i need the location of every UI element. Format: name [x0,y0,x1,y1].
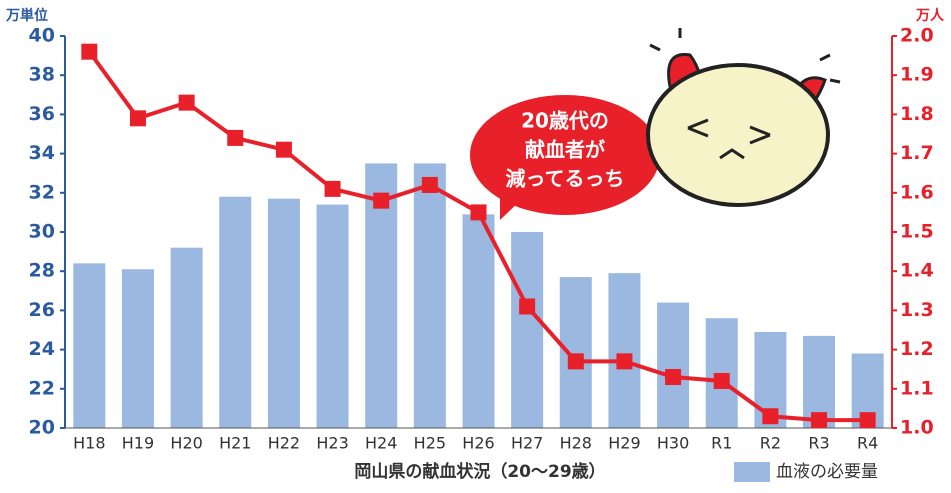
line-marker [325,181,341,197]
bar [219,197,251,428]
y-tick-label: 20 [29,417,55,439]
x-tick-label: R2 [760,434,781,453]
x-tick-label: H19 [122,434,154,453]
line-marker [81,44,97,60]
y-tick-label: 38 [29,64,55,86]
x-tick-label: H30 [657,434,689,453]
y-tick-label: 24 [29,338,55,360]
line-marker [276,142,292,158]
bar [414,163,446,428]
line-marker [860,412,876,428]
y-tick-label: 34 [29,142,55,164]
line-marker [471,204,487,220]
bar [560,277,592,428]
bar [317,205,349,428]
line-marker [519,298,535,314]
bar [73,263,105,428]
x-tick-label: H25 [414,434,446,453]
annotation: 献血者が [525,138,605,162]
x-tick-label: R3 [808,434,829,453]
y2-tick-label: 2.0 [900,25,934,47]
bar [268,199,300,428]
y2-tick-label: 1.7 [900,142,934,164]
bar [463,214,495,428]
y2-tick-label: 1.4 [900,260,934,282]
y-tick-label: 36 [29,103,55,125]
y2-tick-label: 1.9 [900,64,934,86]
y2-tick-label: 1.5 [900,221,934,243]
bar [171,248,203,428]
y2-tick-label: 1.8 [900,103,934,125]
y-tick-label: 28 [29,260,55,282]
x-tick-label: H22 [268,434,300,453]
legend-label: 血液の必要量 [776,462,878,482]
annotation: 20歳代の [521,109,609,133]
y-tick-label: 22 [29,377,55,399]
chart: 万単位 万人 岡山県の献血状況（20～29歳） H18 H19 H20 H21 H22 H… [0,0,951,493]
bar [122,269,154,428]
y2-tick-label: 1.1 [900,377,934,399]
y2-unit: 万人 [915,7,945,24]
y-tick-label: 30 [29,221,55,243]
y-unit: 万単位 [5,7,48,24]
line-marker [568,353,584,369]
line-marker [373,193,389,209]
legend-swatch [734,462,770,482]
x-tick-label: H23 [316,434,348,453]
annotation: 減ってるっち [506,167,625,191]
x-tick-label: R4 [857,434,878,453]
line-marker [714,373,730,389]
line-marker [616,353,632,369]
x-tick-label: H28 [560,434,592,453]
x-tick-label: H18 [73,434,105,453]
mascot [648,28,840,205]
line-marker [227,130,243,146]
y2-tick-label: 1.3 [900,299,934,321]
line-marker [179,95,195,111]
x-tick-label: H24 [365,434,397,453]
bar [511,232,543,428]
x-tick-label: H21 [219,434,251,453]
y-tick-label: 26 [29,299,55,321]
x-axis-title: 岡山県の献血状況（20～29歳） [354,461,605,482]
y-tick-label: 40 [29,25,55,47]
y-tick-label: 32 [29,181,55,203]
y2-tick-label: 1.6 [900,181,934,203]
x-tick-label: H29 [608,434,640,453]
y2-tick-label: 1.2 [900,338,934,360]
x-tick-label: H26 [462,434,494,453]
bar [608,273,640,428]
x-tick-label: H27 [511,434,543,453]
line-marker [665,369,681,385]
line-marker [130,110,146,126]
x-tick-label: R1 [711,434,732,453]
line-marker [762,408,778,424]
y2-tick-label: 1.0 [900,417,934,439]
bar [657,303,689,428]
line-marker [422,177,438,193]
line-marker [811,412,827,428]
x-tick-label: H20 [170,434,202,453]
